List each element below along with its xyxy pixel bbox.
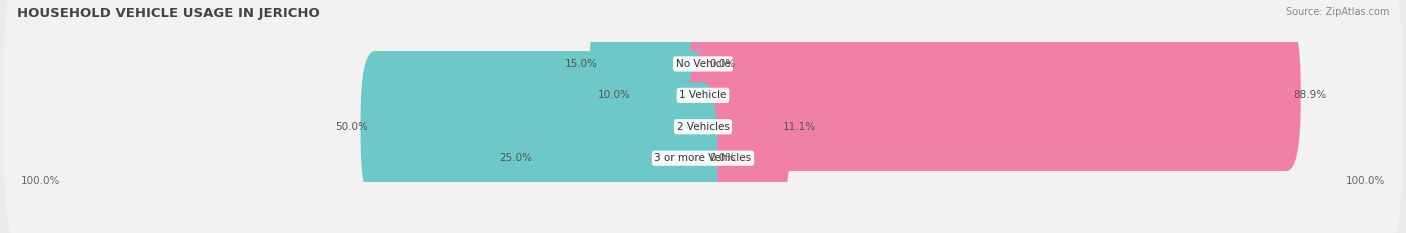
FancyBboxPatch shape: [524, 82, 717, 233]
Text: 88.9%: 88.9%: [1294, 90, 1326, 100]
Text: 15.0%: 15.0%: [565, 59, 598, 69]
Text: 25.0%: 25.0%: [499, 153, 533, 163]
Text: 11.1%: 11.1%: [782, 122, 815, 132]
Text: 10.0%: 10.0%: [598, 90, 631, 100]
Text: HOUSEHOLD VEHICLE USAGE IN JERICHO: HOUSEHOLD VEHICLE USAGE IN JERICHO: [17, 7, 319, 20]
FancyBboxPatch shape: [591, 0, 717, 140]
FancyBboxPatch shape: [4, 0, 1402, 151]
Text: No Vehicle: No Vehicle: [675, 59, 731, 69]
Text: Source: ZipAtlas.com: Source: ZipAtlas.com: [1285, 7, 1389, 17]
Text: 50.0%: 50.0%: [336, 122, 368, 132]
FancyBboxPatch shape: [360, 51, 717, 202]
FancyBboxPatch shape: [689, 51, 790, 202]
FancyBboxPatch shape: [4, 40, 1402, 213]
Text: 100.0%: 100.0%: [1346, 176, 1385, 186]
FancyBboxPatch shape: [4, 9, 1402, 182]
Text: 2 Vehicles: 2 Vehicles: [676, 122, 730, 132]
Text: 3 or more Vehicles: 3 or more Vehicles: [654, 153, 752, 163]
FancyBboxPatch shape: [4, 72, 1402, 233]
Text: 100.0%: 100.0%: [21, 176, 60, 186]
Text: 1 Vehicle: 1 Vehicle: [679, 90, 727, 100]
Text: 0.0%: 0.0%: [710, 59, 735, 69]
FancyBboxPatch shape: [689, 20, 1301, 171]
FancyBboxPatch shape: [623, 20, 717, 171]
Text: 0.0%: 0.0%: [710, 153, 735, 163]
